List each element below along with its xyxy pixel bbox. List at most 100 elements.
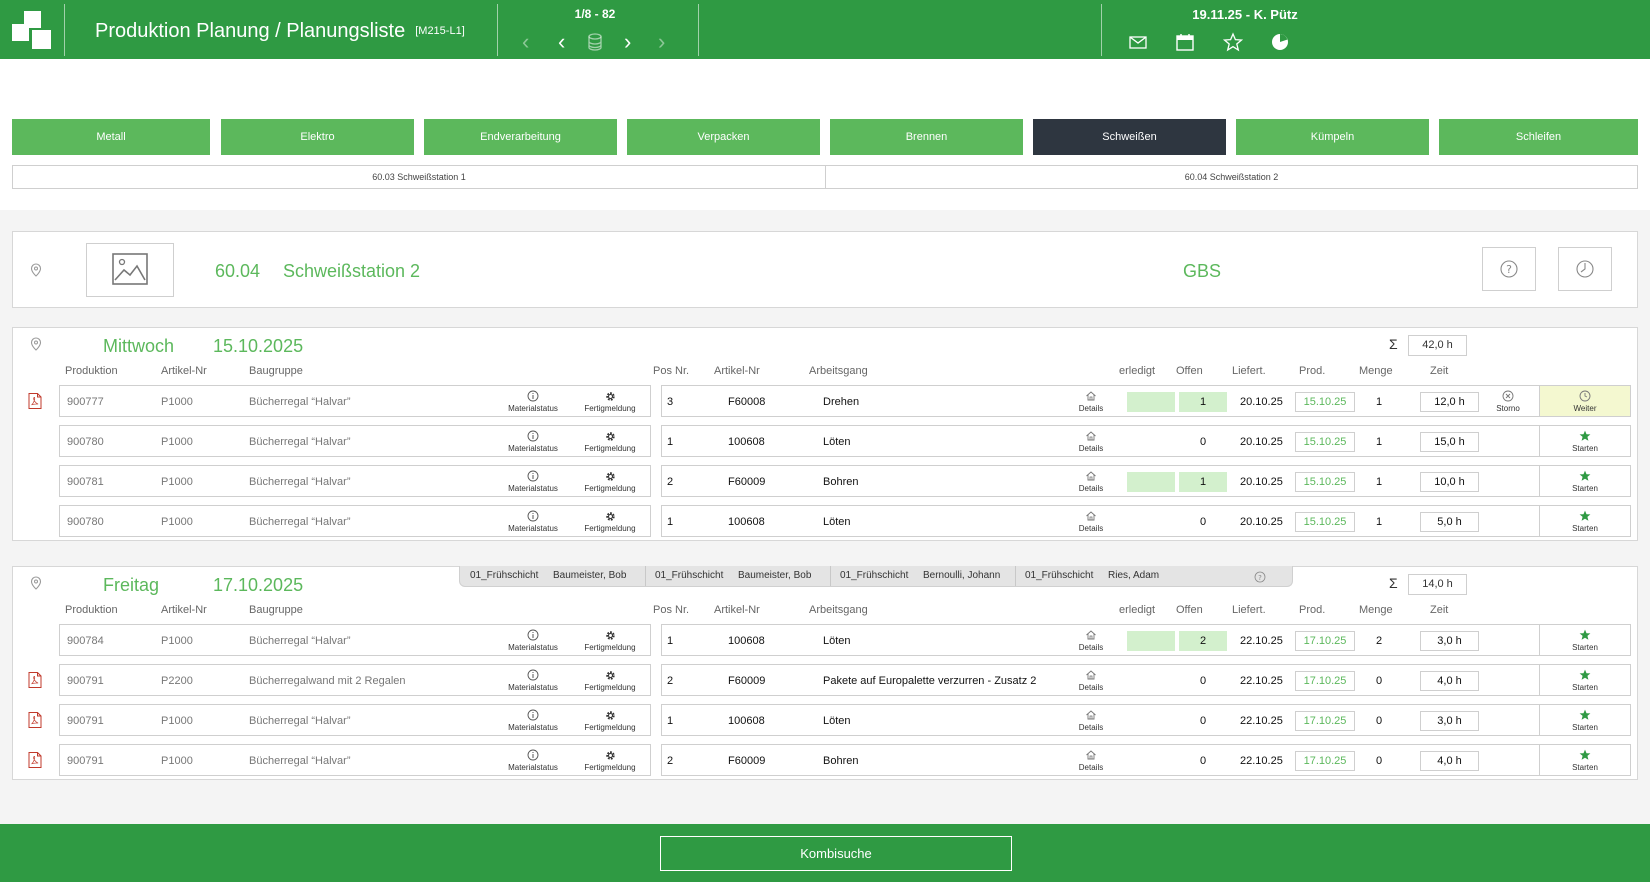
workstation-header: 60.04 Schweißstation 2 GBS ?: [12, 231, 1638, 308]
row-order-cell: 900791 P2200 Bücherregalwand mit 2 Regal…: [59, 664, 651, 696]
fertigmeldung-button[interactable]: Fertigmeldung: [575, 470, 645, 493]
details-button[interactable]: Details: [1073, 629, 1109, 652]
starten-button[interactable]: Starten: [1540, 704, 1631, 736]
help-icon[interactable]: ?: [1254, 570, 1266, 588]
details-button[interactable]: Details: [1073, 669, 1109, 692]
top-bar: Produktion Planung / Planungsliste [M215-…: [0, 0, 1650, 59]
time-input[interactable]: 4,0 h: [1420, 671, 1479, 691]
pdf-icon[interactable]: [28, 712, 42, 728]
sum-symbol: Σ: [1389, 336, 1398, 352]
tab-metall[interactable]: Metall: [12, 119, 210, 155]
details-button[interactable]: Details: [1073, 510, 1109, 533]
kombisuche-button[interactable]: Kombisuche: [660, 836, 1012, 871]
materialstatus-button[interactable]: Materialstatus: [498, 430, 568, 453]
starten-button[interactable]: Starten: [1540, 664, 1631, 696]
time-input[interactable]: 3,0 h: [1420, 711, 1479, 731]
time-input[interactable]: 3,0 h: [1420, 631, 1479, 651]
tab-brennen[interactable]: Brennen: [830, 119, 1023, 155]
fertigmeldung-button[interactable]: Fertigmeldung: [575, 709, 645, 732]
production-date[interactable]: 17.10.25: [1295, 751, 1355, 771]
fertigmeldung-button[interactable]: Fertigmeldung: [575, 390, 645, 413]
time-input[interactable]: 12,0 h: [1420, 392, 1479, 412]
fertigmeldung-button[interactable]: Fertigmeldung: [575, 669, 645, 692]
tab-endverarbeitung[interactable]: Endverarbeitung: [424, 119, 617, 155]
fertigmeldung-button[interactable]: Fertigmeldung: [575, 749, 645, 772]
star-icon: [1540, 430, 1630, 443]
time-input[interactable]: 4,0 h: [1420, 751, 1479, 771]
day-date: 17.10.2025: [213, 575, 304, 595]
operation-article-number: 100608: [728, 715, 765, 727]
materialstatus-button[interactable]: Materialstatus: [498, 470, 568, 493]
shift-assignment[interactable]: [830, 566, 1015, 586]
fertigmeldung-button[interactable]: Fertigmeldung: [575, 629, 645, 652]
materialstatus-button[interactable]: Materialstatus: [498, 749, 568, 772]
help-button[interactable]: ?: [1482, 247, 1536, 291]
history-button[interactable]: [1558, 247, 1612, 291]
tab-kuempeln[interactable]: Kümpeln: [1236, 119, 1429, 155]
fertigmeldung-button[interactable]: Fertigmeldung: [575, 510, 645, 533]
starten-button[interactable]: Starten: [1540, 744, 1631, 776]
workstation-name: Schweißstation 2: [283, 261, 421, 281]
shift-assignment[interactable]: [645, 566, 830, 586]
info-icon: [498, 510, 568, 523]
column-header-produktion: Produktion: [65, 604, 118, 616]
location-pin-icon[interactable]: [30, 576, 42, 590]
station-tab-2[interactable]: 60.04 Schweißstation 2: [825, 166, 1637, 188]
star-icon[interactable]: [1222, 32, 1244, 52]
calendar-icon[interactable]: [1175, 32, 1195, 52]
time-input[interactable]: 10,0 h: [1420, 472, 1479, 492]
weiter-button[interactable]: Weiter: [1540, 385, 1631, 417]
details-button[interactable]: Details: [1073, 430, 1109, 453]
starten-button[interactable]: Starten: [1540, 425, 1631, 457]
last-page-icon[interactable]: ›: [658, 29, 666, 54]
pdf-icon[interactable]: [28, 672, 42, 688]
shift-name: 01_Frühschicht: [470, 570, 539, 581]
location-pin-icon[interactable]: [30, 263, 42, 277]
production-date[interactable]: 17.10.25: [1295, 711, 1355, 731]
storno-button[interactable]: Storno: [1490, 390, 1526, 413]
shift-assignment[interactable]: [1015, 566, 1210, 586]
tab-verpacken[interactable]: Verpacken: [627, 119, 820, 155]
time-input[interactable]: 5,0 h: [1420, 512, 1479, 532]
pdf-icon[interactable]: [28, 752, 42, 768]
next-page-icon[interactable]: ›: [624, 29, 632, 54]
production-date[interactable]: 15.10.25: [1295, 512, 1355, 532]
materialstatus-button[interactable]: Materialstatus: [498, 669, 568, 692]
materialstatus-button[interactable]: Materialstatus: [498, 510, 568, 533]
article-number: P1000: [161, 635, 193, 647]
tab-schweissen[interactable]: Schweißen: [1033, 119, 1226, 155]
column-header-zeit: Zeit: [1430, 365, 1449, 377]
starten-button[interactable]: Starten: [1540, 624, 1631, 656]
station-tab-1[interactable]: 60.03 Schweißstation 1: [372, 172, 466, 182]
materialstatus-button[interactable]: Materialstatus: [498, 629, 568, 652]
day-date: 15.10.2025: [213, 336, 304, 356]
production-date[interactable]: 15.10.25: [1295, 432, 1355, 452]
production-date[interactable]: 17.10.25: [1295, 631, 1355, 651]
starten-button[interactable]: Starten: [1540, 505, 1631, 537]
tab-elektro[interactable]: Elektro: [221, 119, 414, 155]
mail-icon[interactable]: [1128, 32, 1148, 52]
image-placeholder-icon[interactable]: [86, 243, 174, 297]
materialstatus-button[interactable]: Materialstatus: [498, 709, 568, 732]
pdf-icon[interactable]: [28, 393, 42, 409]
production-date[interactable]: 15.10.25: [1295, 472, 1355, 492]
day-group: Freitag 17.10.2025 01_Frühschicht Baumeiste…: [12, 566, 1638, 780]
database-icon[interactable]: [588, 33, 602, 55]
location-pin-icon[interactable]: [30, 337, 42, 351]
prev-page-icon[interactable]: ‹: [558, 29, 566, 54]
details-button[interactable]: Details: [1073, 749, 1109, 772]
details-button[interactable]: Details: [1073, 390, 1109, 413]
details-button[interactable]: Details: [1073, 709, 1109, 732]
details-button[interactable]: Details: [1073, 470, 1109, 493]
production-date[interactable]: 15.10.25: [1295, 392, 1355, 412]
article-number: P2200: [161, 675, 193, 687]
starten-button[interactable]: Starten: [1540, 465, 1631, 497]
pie-chart-icon[interactable]: [1270, 32, 1290, 52]
column-header-artikel: Artikel-Nr: [161, 604, 207, 616]
fertigmeldung-button[interactable]: Fertigmeldung: [575, 430, 645, 453]
first-page-icon[interactable]: ‹: [522, 29, 530, 54]
materialstatus-button[interactable]: Materialstatus: [498, 390, 568, 413]
time-input[interactable]: 15,0 h: [1420, 432, 1479, 452]
production-date[interactable]: 17.10.25: [1295, 671, 1355, 691]
tab-schleifen[interactable]: Schleifen: [1439, 119, 1638, 155]
